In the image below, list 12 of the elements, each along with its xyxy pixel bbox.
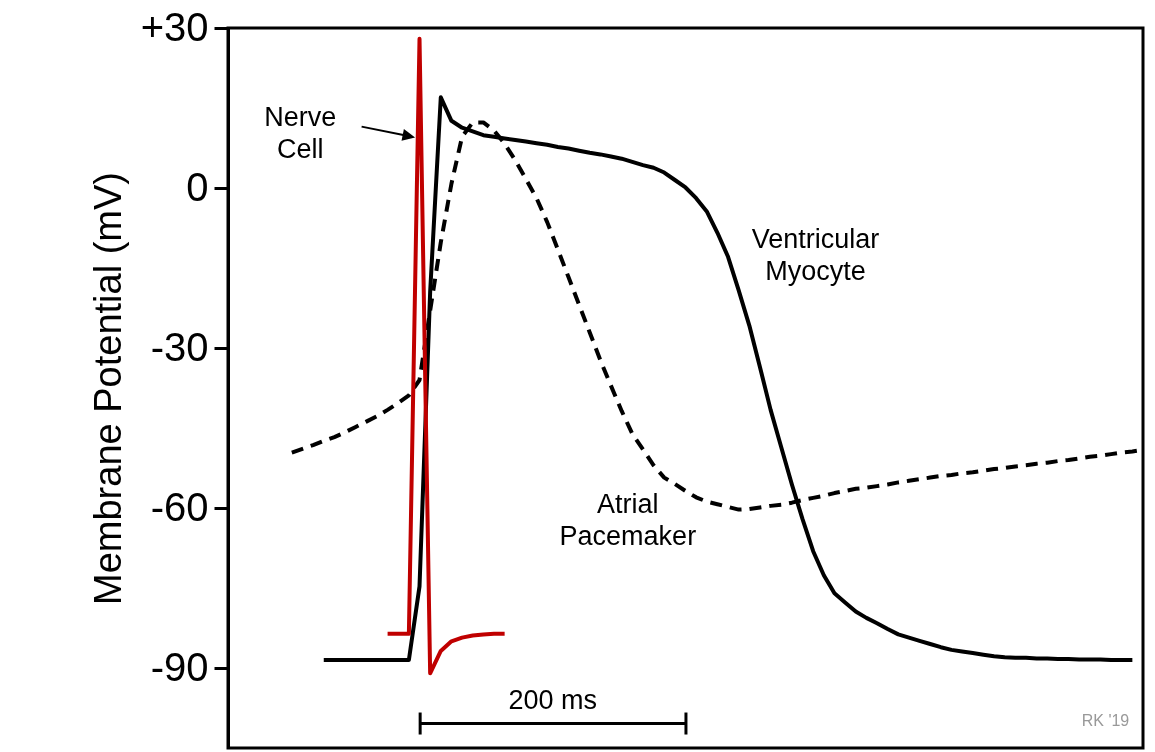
y-tick-label: 0 (186, 164, 209, 209)
y-tick-label: -60 (150, 484, 209, 529)
annotation: 200 ms (508, 685, 598, 716)
annotation: Nerve Cell (264, 102, 337, 164)
annotation: RK '19 (1081, 711, 1130, 729)
y-tick-label: +30 (140, 4, 209, 49)
y-tick-label: -30 (150, 324, 209, 369)
y-axis-title: Membrane Potential (mV) (86, 172, 129, 605)
annotation: Ventricular Myocyte (751, 223, 880, 286)
y-tick-label: -90 (150, 644, 209, 689)
line-series (385, 36, 507, 676)
annotation: Atrial Pacemaker (559, 489, 697, 552)
